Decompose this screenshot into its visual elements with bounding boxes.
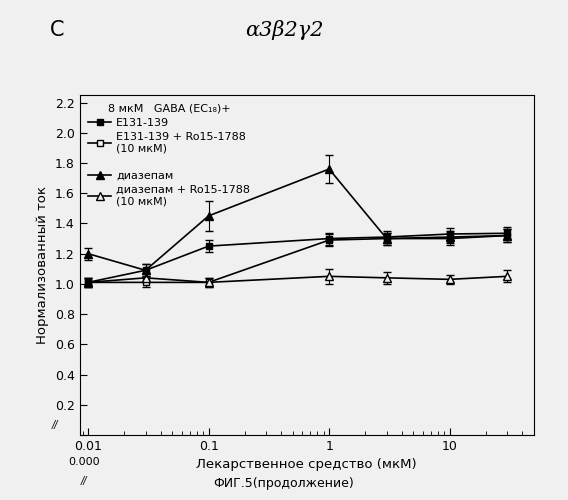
Text: C: C: [49, 20, 64, 40]
Text: α3β2γ2: α3β2γ2: [245, 20, 323, 40]
Text: //: //: [81, 476, 87, 486]
Text: //: //: [51, 420, 58, 430]
Text: ФИГ.5(продолжение): ФИГ.5(продолжение): [214, 477, 354, 490]
Y-axis label: Нормализованный ток: Нормализованный ток: [36, 186, 49, 344]
Text: 0.000: 0.000: [68, 457, 99, 467]
X-axis label: Лекарственное средство (мкМ): Лекарственное средство (мкМ): [197, 458, 417, 471]
Legend: E131-139, E131-139 + Ro15-1788
(10 мкМ), , диазепам, диазепам + Ro15-1788
(10 мк: E131-139, E131-139 + Ro15-1788 (10 мкМ),…: [85, 100, 253, 210]
